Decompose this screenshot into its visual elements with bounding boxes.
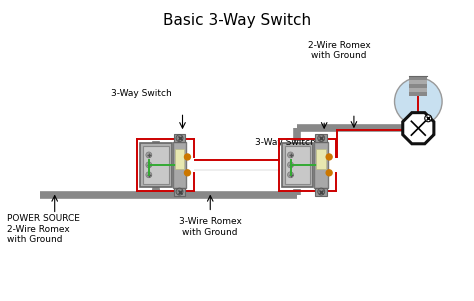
Circle shape <box>184 170 191 176</box>
Bar <box>173 188 185 196</box>
Text: 3-Wire Romex
with Ground: 3-Wire Romex with Ground <box>179 217 242 237</box>
Circle shape <box>184 154 191 160</box>
Bar <box>143 146 169 184</box>
Text: Basic 3-Way Switch: Basic 3-Way Switch <box>163 13 311 28</box>
Text: POWER SOURCE
2-Wire Romex
with Ground: POWER SOURCE 2-Wire Romex with Ground <box>7 214 80 244</box>
Bar <box>315 188 327 196</box>
Bar <box>282 143 313 187</box>
Bar <box>316 149 326 169</box>
Text: 3-Way Switch: 3-Way Switch <box>255 138 316 147</box>
Circle shape <box>318 188 325 195</box>
Circle shape <box>425 115 432 122</box>
Circle shape <box>394 78 442 125</box>
Bar <box>410 84 427 88</box>
Text: 3-Way Switch: 3-Way Switch <box>111 88 172 98</box>
Circle shape <box>176 135 183 141</box>
Circle shape <box>176 188 183 195</box>
Bar <box>410 80 427 84</box>
Bar <box>173 142 186 188</box>
Circle shape <box>326 154 332 160</box>
Text: 2-Wire Romex
with Ground: 2-Wire Romex with Ground <box>308 41 370 61</box>
Circle shape <box>288 172 293 178</box>
Bar <box>314 142 328 188</box>
Bar <box>410 76 427 80</box>
Circle shape <box>146 152 152 158</box>
Bar <box>140 143 172 187</box>
Bar <box>174 149 184 169</box>
Circle shape <box>326 170 332 176</box>
Polygon shape <box>403 113 434 144</box>
Bar <box>410 92 427 95</box>
Circle shape <box>318 135 325 141</box>
Circle shape <box>288 152 293 158</box>
Bar <box>315 134 327 142</box>
Circle shape <box>288 162 293 168</box>
Bar <box>410 88 427 92</box>
Bar <box>284 146 310 184</box>
Circle shape <box>146 172 152 178</box>
Bar <box>173 134 185 142</box>
Circle shape <box>146 162 152 168</box>
